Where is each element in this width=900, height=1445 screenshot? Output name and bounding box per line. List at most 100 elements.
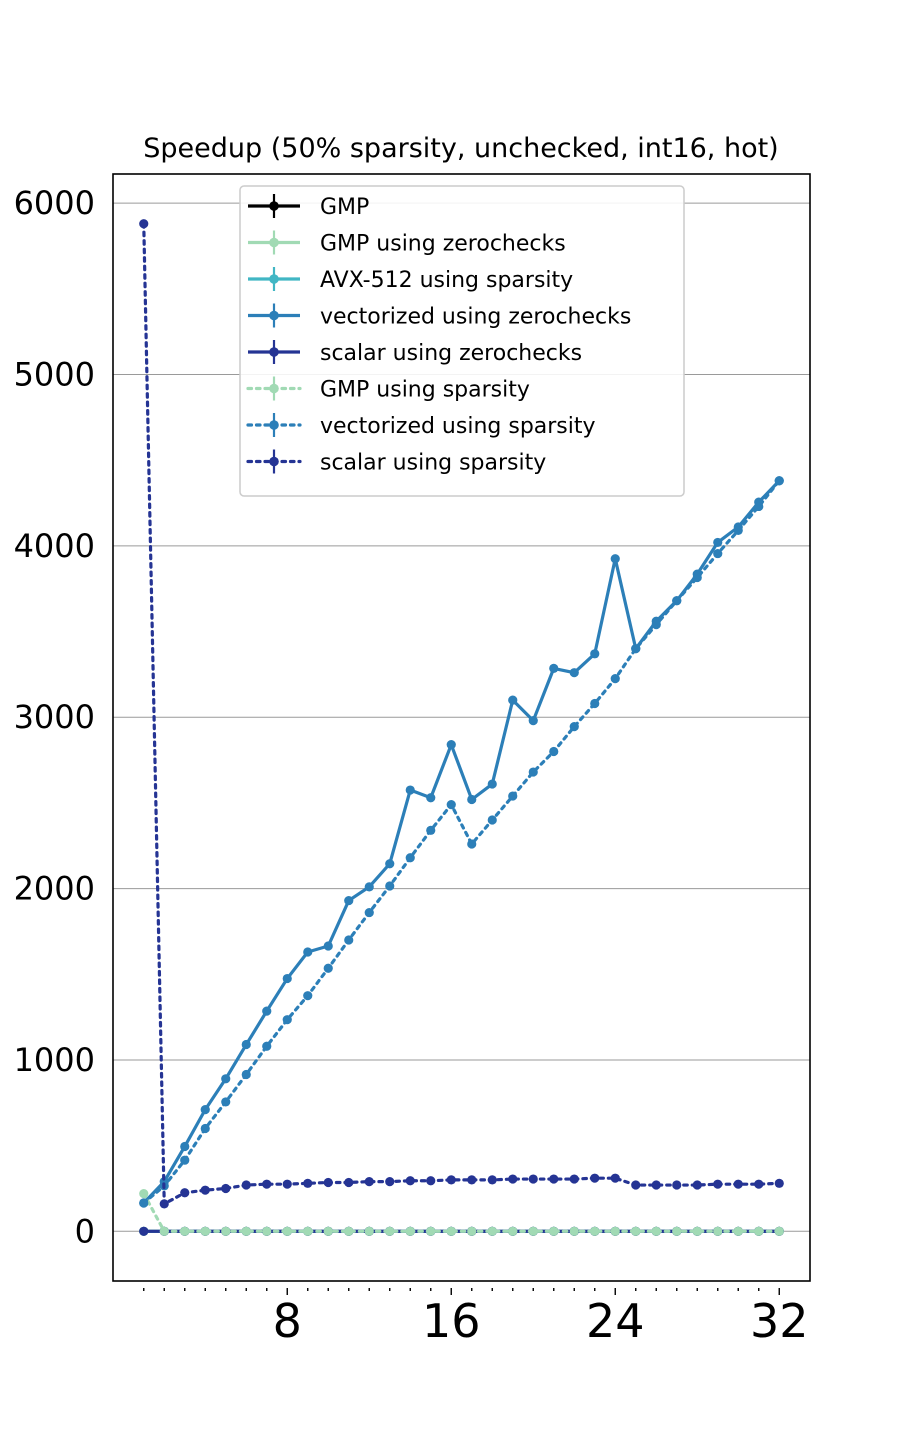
legend-item: GMP using zerochecks bbox=[248, 230, 566, 257]
series-line bbox=[142, 479, 781, 1205]
data-point bbox=[426, 1226, 436, 1236]
data-point bbox=[528, 767, 538, 777]
data-point bbox=[569, 668, 579, 678]
data-point bbox=[200, 1105, 210, 1115]
data-point bbox=[385, 1226, 395, 1236]
data-point bbox=[672, 1180, 682, 1190]
data-point bbox=[590, 698, 600, 709]
legend-item: scalar using sparsity bbox=[246, 449, 546, 476]
legend-marker bbox=[269, 237, 279, 248]
data-point bbox=[303, 947, 313, 957]
data-point bbox=[754, 501, 764, 512]
data-point bbox=[651, 1226, 661, 1236]
legend-marker bbox=[269, 456, 279, 467]
data-point bbox=[385, 881, 395, 891]
legend-marker bbox=[269, 420, 279, 430]
series-5 bbox=[139, 1189, 784, 1236]
data-point bbox=[344, 1226, 354, 1236]
data-point bbox=[446, 800, 456, 810]
series-lines bbox=[139, 219, 784, 1236]
data-point bbox=[631, 644, 641, 654]
data-point bbox=[692, 1226, 702, 1236]
data-point bbox=[180, 1155, 190, 1165]
data-point bbox=[467, 1226, 477, 1236]
data-point bbox=[159, 1226, 169, 1236]
data-point bbox=[487, 1175, 497, 1185]
data-point bbox=[241, 1226, 251, 1236]
data-point bbox=[610, 554, 620, 564]
data-point bbox=[241, 1180, 251, 1190]
data-point bbox=[528, 716, 538, 726]
data-point bbox=[221, 1226, 231, 1236]
x-tick-label: 32 bbox=[750, 1294, 809, 1348]
data-point bbox=[467, 839, 477, 849]
data-point bbox=[774, 1226, 784, 1236]
legend-label: vectorized using sparsity bbox=[320, 414, 596, 439]
data-point bbox=[651, 620, 661, 630]
data-point bbox=[713, 1179, 723, 1189]
legend-marker bbox=[269, 310, 279, 321]
data-point bbox=[385, 1177, 395, 1187]
data-point bbox=[487, 779, 497, 789]
data-point bbox=[426, 825, 436, 835]
data-point bbox=[364, 882, 374, 892]
y-tick-label: 0 bbox=[75, 1212, 95, 1250]
data-point bbox=[221, 1097, 231, 1107]
y-tick-label: 2000 bbox=[14, 870, 95, 908]
data-point bbox=[405, 1226, 415, 1236]
data-point bbox=[508, 695, 518, 705]
data-point bbox=[385, 859, 395, 869]
data-point bbox=[733, 1179, 743, 1189]
data-point bbox=[139, 1198, 149, 1208]
chart-title: Speedup (50% sparsity, unchecked, int16,… bbox=[143, 133, 778, 164]
data-point bbox=[446, 740, 456, 750]
data-point bbox=[528, 1226, 538, 1236]
data-point bbox=[241, 1069, 251, 1080]
data-point bbox=[713, 537, 723, 548]
data-point bbox=[139, 219, 149, 229]
data-point bbox=[262, 1226, 272, 1236]
data-point bbox=[200, 1185, 210, 1195]
data-point bbox=[672, 596, 682, 606]
data-point bbox=[364, 1177, 374, 1187]
data-point bbox=[631, 1226, 641, 1236]
series-3 bbox=[139, 476, 784, 1208]
data-point bbox=[446, 1226, 456, 1236]
data-point bbox=[610, 1173, 620, 1183]
data-point bbox=[508, 1226, 518, 1236]
x-tick-label: 24 bbox=[586, 1294, 645, 1348]
data-point bbox=[590, 649, 600, 659]
legend-item: vectorized using zerochecks bbox=[248, 303, 631, 330]
data-point bbox=[303, 991, 313, 1001]
data-point bbox=[692, 572, 702, 583]
data-point bbox=[569, 722, 579, 732]
data-point bbox=[323, 963, 333, 973]
data-point bbox=[590, 1173, 600, 1183]
data-point bbox=[754, 1226, 764, 1236]
data-point bbox=[692, 1180, 702, 1190]
data-point bbox=[446, 1175, 456, 1185]
data-point bbox=[405, 1176, 415, 1186]
series-6 bbox=[139, 476, 784, 1208]
data-point bbox=[754, 1179, 764, 1189]
data-point bbox=[364, 1226, 374, 1236]
legend-label: scalar using sparsity bbox=[320, 451, 546, 476]
legend-label: GMP using zerochecks bbox=[320, 232, 566, 257]
data-point bbox=[282, 1179, 292, 1189]
data-point bbox=[221, 1183, 231, 1194]
data-point bbox=[774, 1178, 784, 1188]
data-point bbox=[733, 525, 743, 536]
data-point bbox=[159, 1199, 169, 1209]
legend-label: GMP bbox=[320, 195, 369, 220]
data-point bbox=[323, 1177, 333, 1188]
data-point bbox=[508, 1174, 518, 1184]
legend-marker bbox=[269, 201, 279, 211]
data-point bbox=[467, 1175, 477, 1185]
data-point bbox=[549, 1226, 559, 1236]
legend-item: vectorized using sparsity bbox=[246, 413, 596, 439]
data-point bbox=[262, 1041, 272, 1051]
data-point bbox=[569, 1226, 579, 1236]
data-point bbox=[323, 1226, 333, 1236]
data-point bbox=[631, 1180, 641, 1190]
